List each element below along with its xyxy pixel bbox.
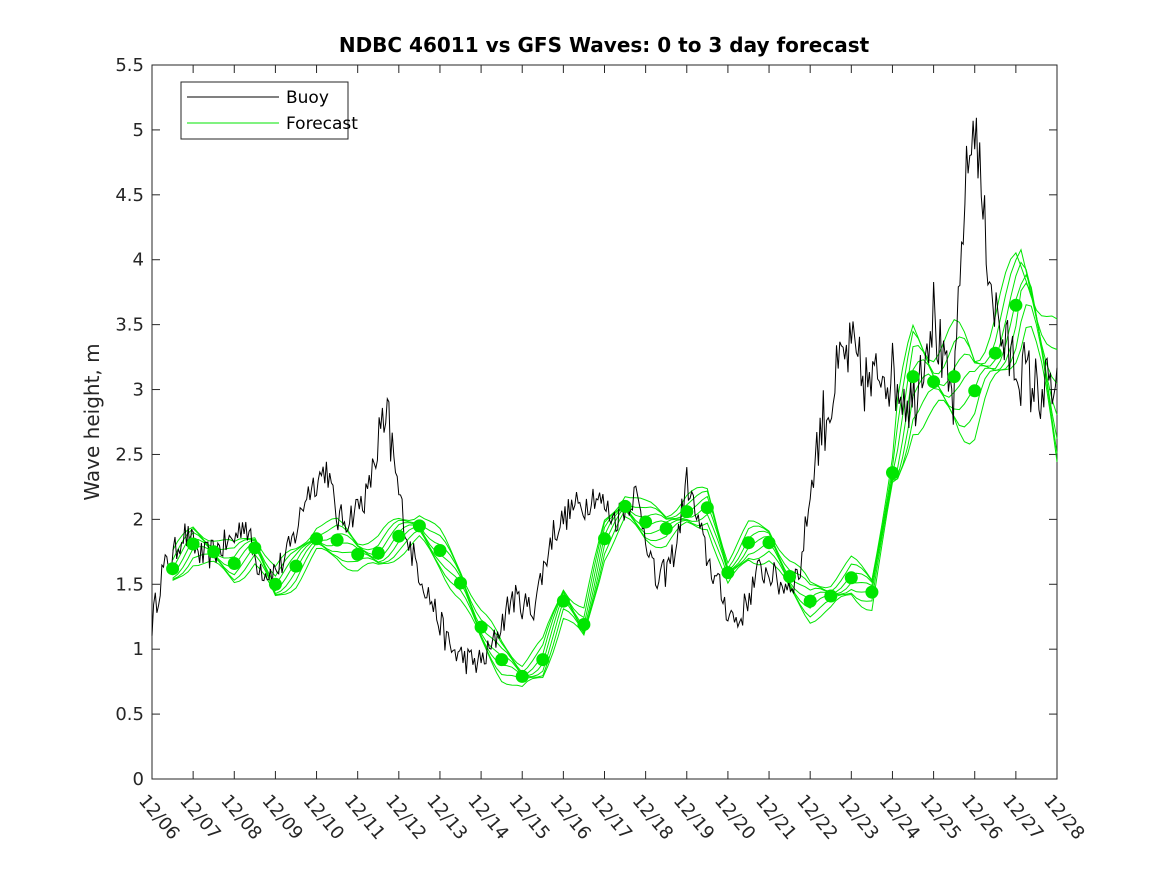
y-axis-label: Wave height, m <box>80 343 104 500</box>
forecast-point <box>412 519 426 533</box>
forecast-point <box>556 594 570 608</box>
forecast-point <box>865 585 879 599</box>
x-tick-label: 12/26 <box>957 791 1006 844</box>
forecast-line <box>172 304 1058 681</box>
y-axis-ticks: 0 0.5 1 1.5 2 2.5 3 3.5 4 4.5 5 5.5 <box>115 55 1057 790</box>
chart-title: NDBC 46011 vs GFS Waves: 0 to 3 day fore… <box>339 33 870 57</box>
forecast-point <box>721 566 735 580</box>
forecast-point <box>289 559 303 573</box>
x-tick-label: 12/10 <box>299 791 348 844</box>
forecast-points <box>166 298 1023 683</box>
y-tick-label: 1.5 <box>115 574 144 595</box>
forecast-point <box>844 571 858 585</box>
forecast-point <box>207 545 221 559</box>
forecast-point <box>310 532 323 546</box>
x-tick-label: 12/12 <box>381 791 430 844</box>
forecast-point <box>927 375 941 389</box>
x-tick-label: 12/23 <box>833 791 882 844</box>
forecast-point <box>392 529 406 543</box>
x-tick-label: 12/09 <box>258 791 307 844</box>
legend-buoy-label: Buoy <box>286 88 329 108</box>
x-tick-label: 12/18 <box>628 791 677 844</box>
forecast-point <box>886 466 899 480</box>
buoy-series <box>151 117 1058 675</box>
y-tick-label: 0.5 <box>115 704 144 725</box>
forecast-point <box>268 577 282 591</box>
y-tick-label: 4.5 <box>115 185 144 206</box>
x-tick-label: 12/19 <box>669 791 718 844</box>
y-tick-label: 3 <box>133 380 144 401</box>
forecast-point <box>618 499 632 513</box>
forecast-point <box>186 537 200 551</box>
forecast-point <box>474 620 488 634</box>
y-tick-label: 5 <box>133 120 144 141</box>
x-tick-label: 12/07 <box>175 791 224 844</box>
forecast-point <box>968 384 982 398</box>
forecast-point <box>433 544 447 557</box>
x-tick-label: 12/22 <box>792 791 841 844</box>
y-tick-label: 4 <box>133 250 144 271</box>
forecast-point <box>988 346 1002 360</box>
x-tick-label: 12/27 <box>998 791 1047 844</box>
forecast-point <box>495 653 509 667</box>
forecast-point <box>515 669 529 683</box>
x-tick-label: 12/11 <box>340 791 389 844</box>
forecast-point <box>639 515 653 529</box>
x-tick-label: 12/21 <box>751 791 800 844</box>
forecast-line <box>172 325 1058 688</box>
y-tick-label: 5.5 <box>115 55 144 76</box>
plot-area <box>151 64 1058 780</box>
forecast-point <box>783 570 797 583</box>
y-tick-label: 3.5 <box>115 315 144 336</box>
y-tick-label: 0 <box>133 769 144 790</box>
x-tick-label: 12/25 <box>916 791 965 844</box>
x-tick-label: 12/28 <box>1039 791 1088 844</box>
forecast-point <box>824 589 838 603</box>
x-tick-label: 12/24 <box>875 791 924 844</box>
legend: Buoy Forecast <box>180 81 358 140</box>
x-tick-label: 12/14 <box>463 791 512 844</box>
forecast-point <box>659 522 673 535</box>
forecast-point <box>598 532 611 546</box>
forecast-point <box>906 370 920 384</box>
x-tick-label: 12/08 <box>216 791 265 844</box>
forecast-point <box>248 541 262 555</box>
x-tick-label: 12/20 <box>710 791 759 844</box>
forecast-point <box>1009 298 1023 312</box>
forecast-point <box>330 533 344 547</box>
buoy-line <box>151 117 1058 675</box>
forecast-point <box>803 594 817 608</box>
plot-frame <box>151 64 1058 780</box>
x-tick-label: 12/17 <box>587 791 636 844</box>
forecast-point <box>371 546 385 560</box>
forecast-point <box>680 505 694 519</box>
forecast-point <box>742 536 755 550</box>
y-tick-label: 1 <box>133 639 144 660</box>
forecast-point <box>536 653 550 667</box>
forecast-point <box>351 547 365 561</box>
forecast-point <box>577 618 591 631</box>
forecast-point <box>700 501 714 515</box>
x-tick-label: 12/16 <box>546 791 595 844</box>
x-tick-label: 12/15 <box>504 791 553 844</box>
legend-forecast-label: Forecast <box>286 114 358 134</box>
forecast-point <box>947 370 961 384</box>
y-tick-label: 2.5 <box>115 444 144 465</box>
forecast-point <box>227 557 241 570</box>
x-tick-label: 12/13 <box>422 791 471 844</box>
forecast-point <box>454 576 467 590</box>
y-tick-label: 2 <box>133 509 144 530</box>
x-tick-label: 12/06 <box>134 791 183 844</box>
legend-box <box>180 81 349 140</box>
forecast-point <box>762 536 776 550</box>
forecast-point <box>166 562 180 576</box>
